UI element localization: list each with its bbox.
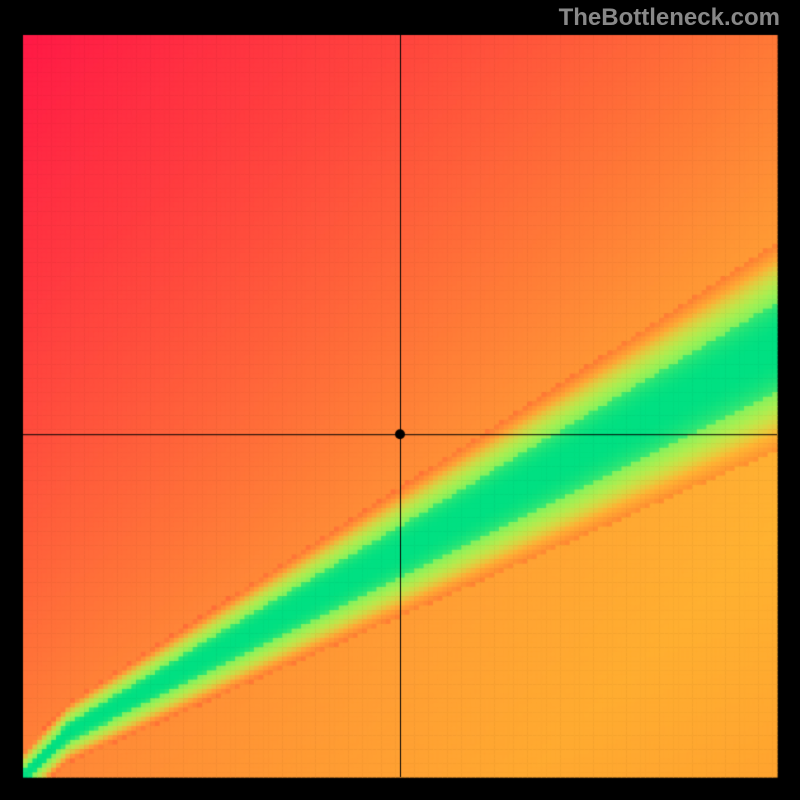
chart-container: TheBottleneck.com bbox=[0, 0, 800, 800]
bottleneck-heatmap bbox=[0, 0, 800, 800]
watermark-text: TheBottleneck.com bbox=[559, 4, 780, 32]
